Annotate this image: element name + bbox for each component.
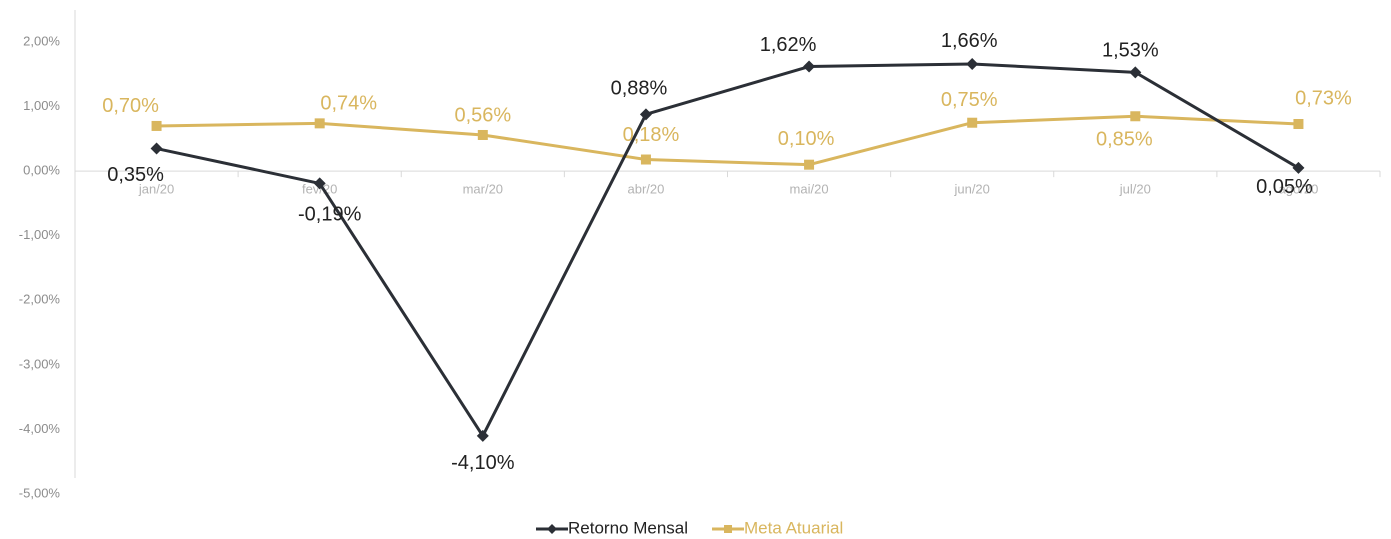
data-point-marker	[967, 117, 978, 128]
data-point-marker	[314, 118, 325, 129]
x-tick-label: mar/20	[463, 182, 503, 197]
data-point-marker	[1293, 119, 1304, 130]
data-point-marker	[1130, 111, 1141, 122]
legend-label: Retorno Mensal	[568, 518, 688, 537]
x-tick-label: jun/20	[953, 182, 989, 197]
data-label: -4,10%	[451, 452, 515, 474]
data-point-marker	[313, 177, 326, 190]
data-label: 1,66%	[941, 30, 998, 52]
y-tick-label: 0,00%	[23, 163, 60, 178]
data-point-marker	[477, 129, 488, 140]
legend-marker	[724, 525, 733, 533]
x-tick-label: ago/20	[1279, 182, 1319, 197]
x-tick-label: mai/20	[790, 182, 829, 197]
data-point-marker	[150, 142, 163, 155]
legend-marker	[547, 524, 557, 534]
data-point-marker	[1292, 161, 1305, 174]
legend-label: Meta Atuarial	[744, 518, 843, 537]
data-point-marker	[1129, 66, 1142, 79]
y-tick-label: -5,00%	[19, 485, 61, 500]
y-tick-label: -1,00%	[19, 227, 61, 242]
data-label: 0,74%	[320, 93, 377, 115]
data-label: 0,35%	[107, 164, 164, 186]
data-label: 0,85%	[1096, 129, 1153, 151]
data-label: 0,88%	[611, 78, 668, 100]
data-point-marker	[151, 120, 162, 131]
y-tick-label: 2,00%	[23, 33, 60, 48]
y-tick-label: -2,00%	[19, 292, 61, 307]
data-point-marker	[966, 57, 979, 70]
data-label: 0,05%	[1256, 176, 1313, 198]
data-label: -0,19%	[298, 204, 362, 226]
x-tick-label: abr/20	[628, 182, 665, 197]
y-tick-label: 1,00%	[23, 98, 60, 113]
data-label: 0,73%	[1295, 87, 1352, 109]
data-label: 0,75%	[941, 89, 998, 111]
data-label: 0,70%	[102, 95, 159, 117]
x-tick-label: jan/20	[138, 182, 174, 197]
x-tick-label: jul/20	[1119, 182, 1151, 197]
data-point-marker	[476, 429, 489, 442]
y-tick-label: -4,00%	[19, 421, 61, 436]
series-line-meta-atuarial	[156, 114, 1299, 167]
data-point-marker	[639, 108, 652, 121]
y-tick-label: -3,00%	[19, 356, 61, 371]
data-label: 1,53%	[1102, 40, 1159, 62]
data-point-marker	[803, 60, 816, 73]
data-point-marker	[640, 154, 651, 165]
data-label: 0,56%	[454, 104, 511, 126]
data-label: 0,10%	[778, 128, 835, 150]
data-point-marker	[804, 159, 815, 170]
data-label: 1,62%	[760, 34, 817, 56]
series-line-retorno-mensal	[156, 62, 1300, 438]
data-label: 0,18%	[623, 124, 680, 146]
